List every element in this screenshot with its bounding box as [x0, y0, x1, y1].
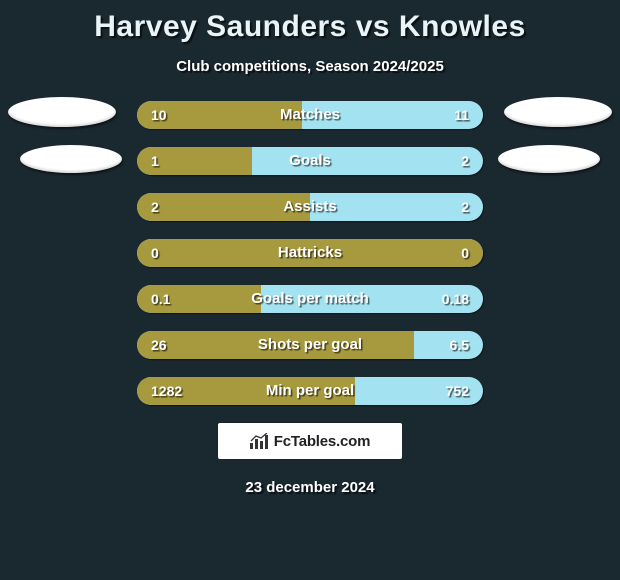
stat-value-right: 752 — [446, 377, 469, 405]
stat-label: Shots per goal — [137, 331, 483, 359]
stat-row: 2Assists2 — [137, 193, 483, 221]
stat-row: 0Hattricks0 — [137, 239, 483, 267]
stat-row: 1Goals2 — [137, 147, 483, 175]
branding-badge[interactable]: FcTables.com — [218, 423, 402, 459]
stat-row: 0.1Goals per match0.18 — [137, 285, 483, 313]
stat-label: Goals — [137, 147, 483, 175]
stat-label: Hattricks — [137, 239, 483, 267]
stat-value-right: 0.18 — [442, 285, 469, 313]
stat-label: Matches — [137, 101, 483, 129]
page-title: Harvey Saunders vs Knowles — [0, 10, 620, 44]
branding-text: FcTables.com — [274, 433, 371, 450]
stat-value-right: 11 — [454, 101, 469, 129]
fctables-logo-icon — [250, 433, 270, 449]
stat-row: 26Shots per goal6.5 — [137, 331, 483, 359]
snapshot-date: 23 december 2024 — [0, 479, 620, 496]
comparison-card: Harvey Saunders vs Knowles Club competit… — [0, 0, 620, 580]
stat-value-right: 0 — [461, 239, 469, 267]
subtitle: Club competitions, Season 2024/2025 — [0, 58, 620, 75]
stat-row: 1282Min per goal752 — [137, 377, 483, 405]
stat-label: Assists — [137, 193, 483, 221]
stat-label: Min per goal — [137, 377, 483, 405]
stat-value-right: 2 — [461, 193, 469, 221]
stat-value-right: 6.5 — [450, 331, 469, 359]
stat-row: 10Matches11 — [137, 101, 483, 129]
stat-value-right: 2 — [461, 147, 469, 175]
stat-label: Goals per match — [137, 285, 483, 313]
stats-container: 10Matches111Goals22Assists20Hattricks00.… — [0, 101, 620, 405]
